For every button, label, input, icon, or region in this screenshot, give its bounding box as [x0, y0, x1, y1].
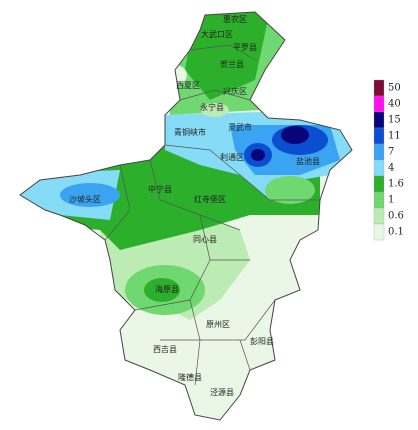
legend-label: 7 — [388, 147, 394, 158]
place-label: 红寺堡区 — [194, 194, 226, 204]
legend-swatch — [373, 79, 385, 97]
legend-label: 0.1 — [388, 227, 404, 238]
legend: 50 40 15 11 7 4 1.6 1 0.6 0.1 — [373, 79, 404, 241]
legend-label: 1.6 — [388, 179, 404, 190]
legend-label: 0.6 — [388, 211, 404, 222]
place-label: 中宁县 — [148, 184, 172, 194]
legend-swatch — [373, 175, 385, 193]
place-label: 沙坡头区 — [69, 194, 101, 204]
place-label: 利通区 — [220, 152, 244, 162]
place-label: 青铜峡市 — [174, 127, 206, 137]
region-outline — [19, 11, 353, 421]
legend-label: 40 — [388, 99, 401, 110]
legend-swatch — [373, 143, 385, 161]
legend-label: 11 — [388, 131, 401, 142]
legend-label: 1 — [388, 195, 394, 206]
place-label: 灵武市 — [228, 122, 252, 132]
place-label: 大武口区 — [201, 29, 233, 39]
legend-swatch — [373, 127, 385, 145]
place-label: 海原县 — [155, 284, 179, 294]
legend-swatch — [373, 95, 385, 113]
legend-swatch — [373, 111, 385, 129]
county-borders — [104, 44, 320, 386]
place-label: 永宁县 — [200, 102, 224, 112]
place-label: 兴庆区 — [223, 86, 247, 96]
legend-swatch — [373, 223, 385, 241]
place-label: 彭阳县 — [250, 336, 274, 346]
place-label: 原州区 — [206, 320, 230, 329]
place-label: 贺兰县 — [220, 59, 244, 69]
place-label: 西夏区 — [176, 81, 200, 90]
legend-label: 15 — [388, 115, 401, 126]
legend-label: 50 — [388, 83, 401, 94]
place-label: 泾源县 — [210, 388, 234, 397]
legend-swatch — [373, 207, 385, 225]
legend-swatch — [373, 191, 385, 209]
place-label: 西吉县 — [153, 345, 177, 354]
place-label: 同心县 — [193, 235, 217, 244]
place-label: 盐池县 — [296, 156, 320, 166]
legend-label: 4 — [388, 163, 394, 174]
legend-swatch — [373, 159, 385, 177]
place-label: 平罗县 — [233, 43, 257, 52]
place-label: 隆德县 — [178, 372, 202, 382]
place-label: 惠农区 — [223, 14, 247, 24]
